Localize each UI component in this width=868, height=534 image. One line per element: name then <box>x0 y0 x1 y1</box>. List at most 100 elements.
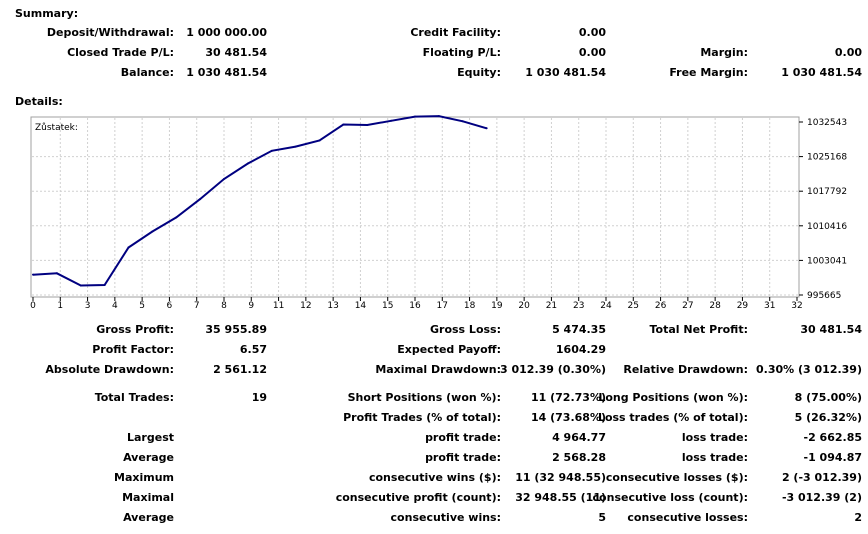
details-label: Profit Factor: <box>92 343 174 356</box>
y-tick-label: 1003041 <box>807 256 847 266</box>
details-label: Total Trades: <box>94 391 174 404</box>
x-tick-label: 6 <box>167 301 173 311</box>
details-label: Average <box>123 451 174 464</box>
balance-point <box>223 177 225 180</box>
details-label: Short Positions (won %): <box>347 391 501 404</box>
summary-value: 0.00 <box>578 26 606 39</box>
x-tick-label: 24 <box>600 301 612 311</box>
details-label: Maximal Drawdown: <box>375 363 501 376</box>
balance-point <box>414 115 416 118</box>
details-value: 4 964.77 <box>552 431 606 444</box>
details-value: 11 (72.73%) <box>530 391 606 404</box>
y-axis: 1032543 1025168 1017792 1010416 1003041 99566… <box>799 118 847 301</box>
summary-label: Closed Trade P/L: <box>67 46 174 59</box>
details-value: 1604.29 <box>555 343 606 356</box>
details-value: 6.57 <box>239 343 267 356</box>
x-tick-label: 20 <box>518 301 530 311</box>
x-tick-label: 25 <box>628 301 639 311</box>
details-label: consecutive wins: <box>390 511 501 524</box>
details-label: consecutive losses ($): <box>605 471 748 484</box>
details-label: profit trade: <box>425 431 501 444</box>
details-value: 11 (32 948.55) <box>515 471 606 484</box>
y-tick-label: 995665 <box>807 291 841 301</box>
summary-value: 1 030 481.54 <box>525 66 606 79</box>
balance-point <box>175 216 178 219</box>
x-tick-label: 19 <box>491 301 503 311</box>
details-value: 5 <box>598 511 606 524</box>
details-label: Total Net Profit: <box>649 323 749 336</box>
details-label: Loss trades (% of total): <box>597 411 748 424</box>
summary-value: 0.00 <box>578 46 606 59</box>
x-tick-label: 31 <box>764 301 775 311</box>
summary-label: Margin: <box>700 46 748 59</box>
details-value: 2 568.28 <box>552 451 606 464</box>
balance-point <box>103 283 106 286</box>
details-value: 35 955.89 <box>205 323 267 336</box>
x-tick-label: 23 <box>573 301 584 311</box>
details-value: 30 481.54 <box>800 323 862 336</box>
details-value: 5 474.35 <box>552 323 606 336</box>
details-value: 14 (73.68%) <box>530 411 606 424</box>
summary-value: 1 030 481.54 <box>781 66 862 79</box>
balance-point <box>342 123 345 126</box>
details-label: Maximal <box>122 491 174 504</box>
x-tick-label: 11 <box>273 301 284 311</box>
balance-point <box>390 119 393 122</box>
summary-title: Summary: <box>15 7 79 20</box>
balance-point <box>318 139 321 142</box>
x-tick-label: 13 <box>327 301 338 311</box>
details-label: Average <box>123 511 174 524</box>
series-layer <box>32 115 488 287</box>
details-value: 2 <box>854 511 862 524</box>
x-tick-label: 14 <box>355 301 367 311</box>
x-tick-label: 26 <box>655 301 667 311</box>
balance-point <box>32 273 34 276</box>
y-tick-label: 1017792 <box>807 187 847 197</box>
summary-label: Free Margin: <box>669 66 748 79</box>
balance-point <box>79 284 82 287</box>
details-label: consecutive losses: <box>627 511 748 524</box>
details-label: Gross Loss: <box>430 323 501 336</box>
details-label: Profit Trades (% of total): <box>343 411 501 424</box>
x-tick-label: 32 <box>791 301 802 311</box>
details-value: 5 (26.32%) <box>794 411 862 424</box>
details-label: consecutive profit (count): <box>335 491 501 504</box>
x-tick-label: 3 <box>85 301 91 311</box>
details-label: Long Positions (won %): <box>598 391 748 404</box>
details-label: Maximum <box>114 471 174 484</box>
summary-label: Floating P/L: <box>422 46 501 59</box>
summary-value: 1 000 000.00 <box>186 26 267 39</box>
details-label: Absolute Drawdown: <box>45 363 174 376</box>
summary-value: 1 030 481.54 <box>186 66 267 79</box>
balance-point <box>246 162 249 165</box>
details-label: loss trade: <box>681 431 748 444</box>
balance-point <box>437 115 440 118</box>
details-label: profit trade: <box>425 451 501 464</box>
y-tick-label: 1032543 <box>807 118 847 128</box>
x-tick-label: 27 <box>682 301 693 311</box>
x-tick-label: 0 <box>30 301 36 311</box>
details-value: 19 <box>251 391 267 404</box>
balance-point <box>270 149 273 152</box>
y-tick-label: 1025168 <box>807 153 847 163</box>
x-tick-label: 28 <box>709 301 721 311</box>
details-label: Gross Profit: <box>96 323 174 336</box>
details-value: -2 662.85 <box>803 431 863 444</box>
balance-point <box>199 198 202 201</box>
details-value: 32 948.55 (11) <box>515 491 606 504</box>
details-value: 8 (75.00%) <box>794 391 862 404</box>
details-label: Expected Payoff: <box>397 343 501 356</box>
x-tick-label: 1 <box>57 301 63 311</box>
x-tick-label: 7 <box>194 301 200 311</box>
balance-point <box>461 120 464 123</box>
summary-label: Credit Facility: <box>410 26 501 39</box>
summary-value: 30 481.54 <box>205 46 267 59</box>
x-tick-label: 21 <box>546 301 557 311</box>
x-tick-label: 12 <box>300 301 311 311</box>
balance-point <box>294 145 297 148</box>
x-tick-label: 16 <box>409 301 421 311</box>
details-value: -1 094.87 <box>803 451 863 464</box>
details-label: Largest <box>127 431 174 444</box>
summary-label: Equity: <box>457 66 501 79</box>
x-tick-label: 5 <box>139 301 145 311</box>
